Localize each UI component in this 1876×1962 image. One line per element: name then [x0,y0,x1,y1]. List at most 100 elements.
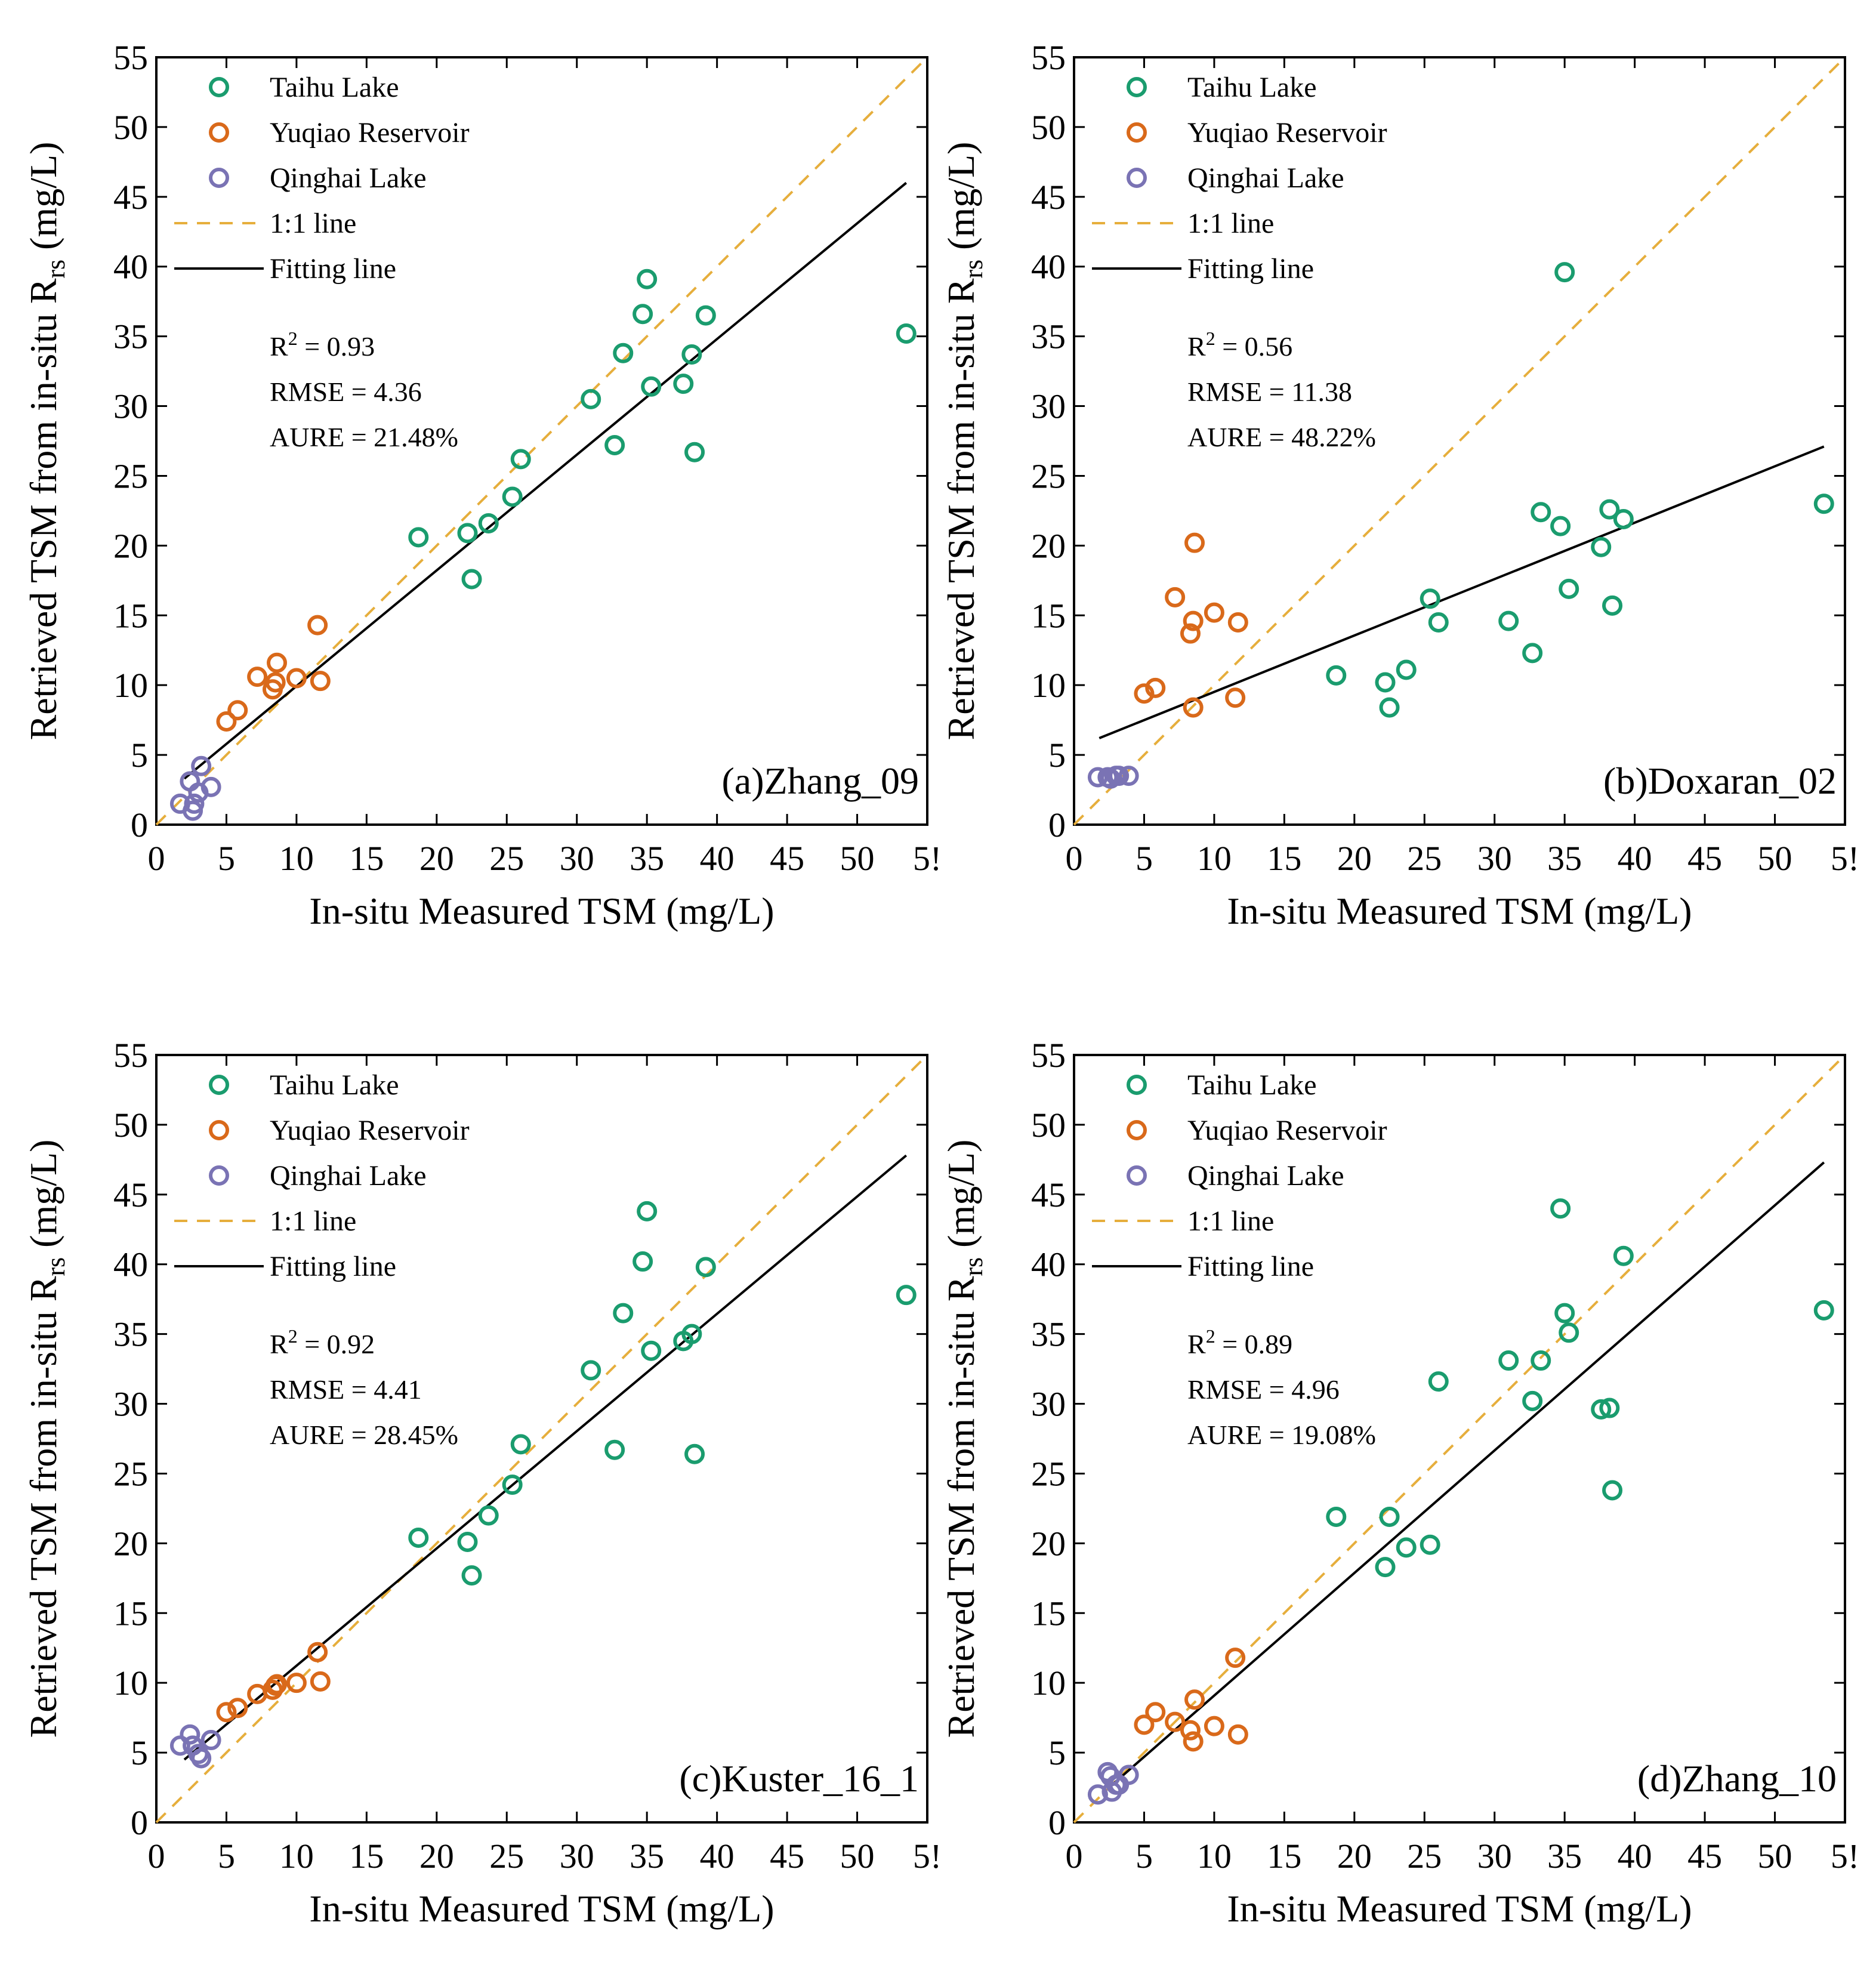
data-point-yuqiao [1227,612,1248,633]
data-point-taihu [1550,1198,1571,1219]
data-point-taihu [1613,508,1634,529]
data-point-taihu [1375,672,1396,693]
data-point-taihu [502,1474,523,1495]
y-tick-label: 15 [113,1594,148,1633]
x-tick-label: 5! [1831,1837,1859,1875]
data-point-qinghai [191,1748,212,1769]
data-point-yuqiao [1225,1648,1246,1668]
y-axis-label-unit: (mg/L) [22,1140,64,1257]
legend-marker-qinghai [1127,168,1147,188]
legend-label-taihu: Taihu Lake [270,1069,399,1101]
x-tick-label: 15 [349,1837,384,1875]
x-tick-label: 0 [148,1837,165,1875]
y-tick-label: 45 [113,178,148,217]
chart-panel-2: 0055101015152020252530303535404045455050… [940,38,1859,932]
y-axis-label-subscript: rs [41,1257,70,1276]
y-tick-label: 50 [113,1106,148,1144]
data-point-taihu [502,486,523,507]
y-tick-label: 15 [1031,1594,1066,1633]
x-tick-label: 40 [700,839,735,878]
data-point-yuqiao [1145,677,1166,698]
data-point-yuqiao [310,1671,331,1692]
data-point-yuqiao [1183,1731,1204,1752]
stat-r2-superscript: 2 [288,1325,298,1347]
legend-label-yuqiao: Yuqiao Reservoir [1187,117,1387,149]
y-tick-label: 10 [113,1664,148,1702]
y-tick-label: 5 [131,1733,148,1772]
x-tick-label: 20 [419,1837,454,1875]
data-point-taihu [1813,493,1834,514]
series-qinghai [1087,1762,1139,1805]
series-yuqiao [1134,532,1248,718]
panel-label: (d)Zhang_10 [1637,1757,1837,1800]
data-point-qinghai [180,1724,200,1745]
y-tick-label: 0 [1048,1803,1066,1842]
legend-marker-taihu [209,77,229,97]
series-qinghai [169,755,221,821]
y-tick-label: 55 [1031,38,1066,77]
series-taihu [1326,1198,1834,1578]
x-tick-label: 35 [1547,1837,1582,1875]
data-point-taihu [632,1251,653,1272]
data-point-taihu [1602,595,1623,616]
data-point-taihu [461,569,482,590]
y-axis-label-subscript: rs [959,1257,988,1276]
y-axis-label-main: Retrieved TSM from in-situ R [940,278,982,740]
data-point-taihu [1602,1480,1623,1501]
data-point-taihu [695,305,716,326]
data-point-yuqiao [1225,687,1246,708]
data-point-qinghai [1087,1784,1108,1805]
stat-aure: AURE = 21.48% [270,422,458,452]
legend-label-fit: Fitting line [1187,1251,1314,1282]
y-tick-label: 55 [113,1036,148,1075]
data-point-qinghai [191,755,212,776]
stat-r2: R2 = 0.93 [270,328,375,362]
y-tick-label: 20 [1031,526,1066,565]
y-tick-label: 20 [113,1524,148,1563]
series-qinghai [1087,766,1139,789]
series-taihu [1326,262,1834,718]
y-tick-label: 0 [131,806,148,844]
y-axis-label-main: Retrieved TSM from in-situ R [22,278,64,740]
y-tick-label: 45 [1031,1176,1066,1214]
x-tick-label: 30 [560,1837,594,1875]
data-point-taihu [1813,1300,1834,1321]
x-tick-label: 40 [1618,1837,1652,1875]
y-axis-label-subscript: rs [959,260,988,279]
x-tick-label: 5 [218,1837,235,1875]
y-tick-label: 10 [113,666,148,705]
y-tick-label: 50 [113,108,148,147]
data-point-taihu [457,1532,478,1553]
data-point-yuqiao [1134,1714,1155,1735]
data-point-qinghai [184,793,205,814]
chart-panel-3: 0055101015152020252530303535404045455050… [22,1036,942,1930]
legend-label-qinghai: Qinghai Lake [1187,1160,1344,1192]
data-point-taihu [1531,502,1551,523]
legend-label-one-to-one: 1:1 line [1187,208,1274,239]
y-tick-label: 20 [1031,1524,1066,1563]
y-tick-label: 35 [113,317,148,356]
legend-marker-taihu [1127,1075,1147,1095]
x-axis-label: In-situ Measured TSM (mg/L) [309,1887,774,1930]
chart-panel-1: 0055101015152020252530303535404045455050… [22,38,942,932]
data-point-yuqiao [1145,1702,1166,1723]
x-tick-label: 25 [489,839,524,878]
panel-label: (c)Kuster_16_1 [679,1757,919,1800]
legend-label-yuqiao: Yuqiao Reservoir [270,117,470,149]
y-tick-label: 55 [113,38,148,77]
legend-label-qinghai: Qinghai Lake [1187,162,1344,194]
y-tick-label: 10 [1031,666,1066,705]
legend-label-qinghai: Qinghai Lake [270,162,427,194]
x-tick-label: 0 [148,839,165,878]
data-point-yuqiao [307,615,328,636]
x-tick-label: 10 [1197,839,1232,878]
y-tick-label: 35 [1031,317,1066,356]
y-axis-label-unit: (mg/L) [940,1140,982,1257]
stat-r2-superscript: 2 [1206,328,1215,349]
x-tick-label: 50 [1758,839,1792,878]
legend-marker-qinghai [209,168,229,188]
legend-marker-taihu [1127,77,1147,97]
legend-marker-yuqiao [209,122,229,143]
stat-r2-symbol: R [270,1329,288,1359]
